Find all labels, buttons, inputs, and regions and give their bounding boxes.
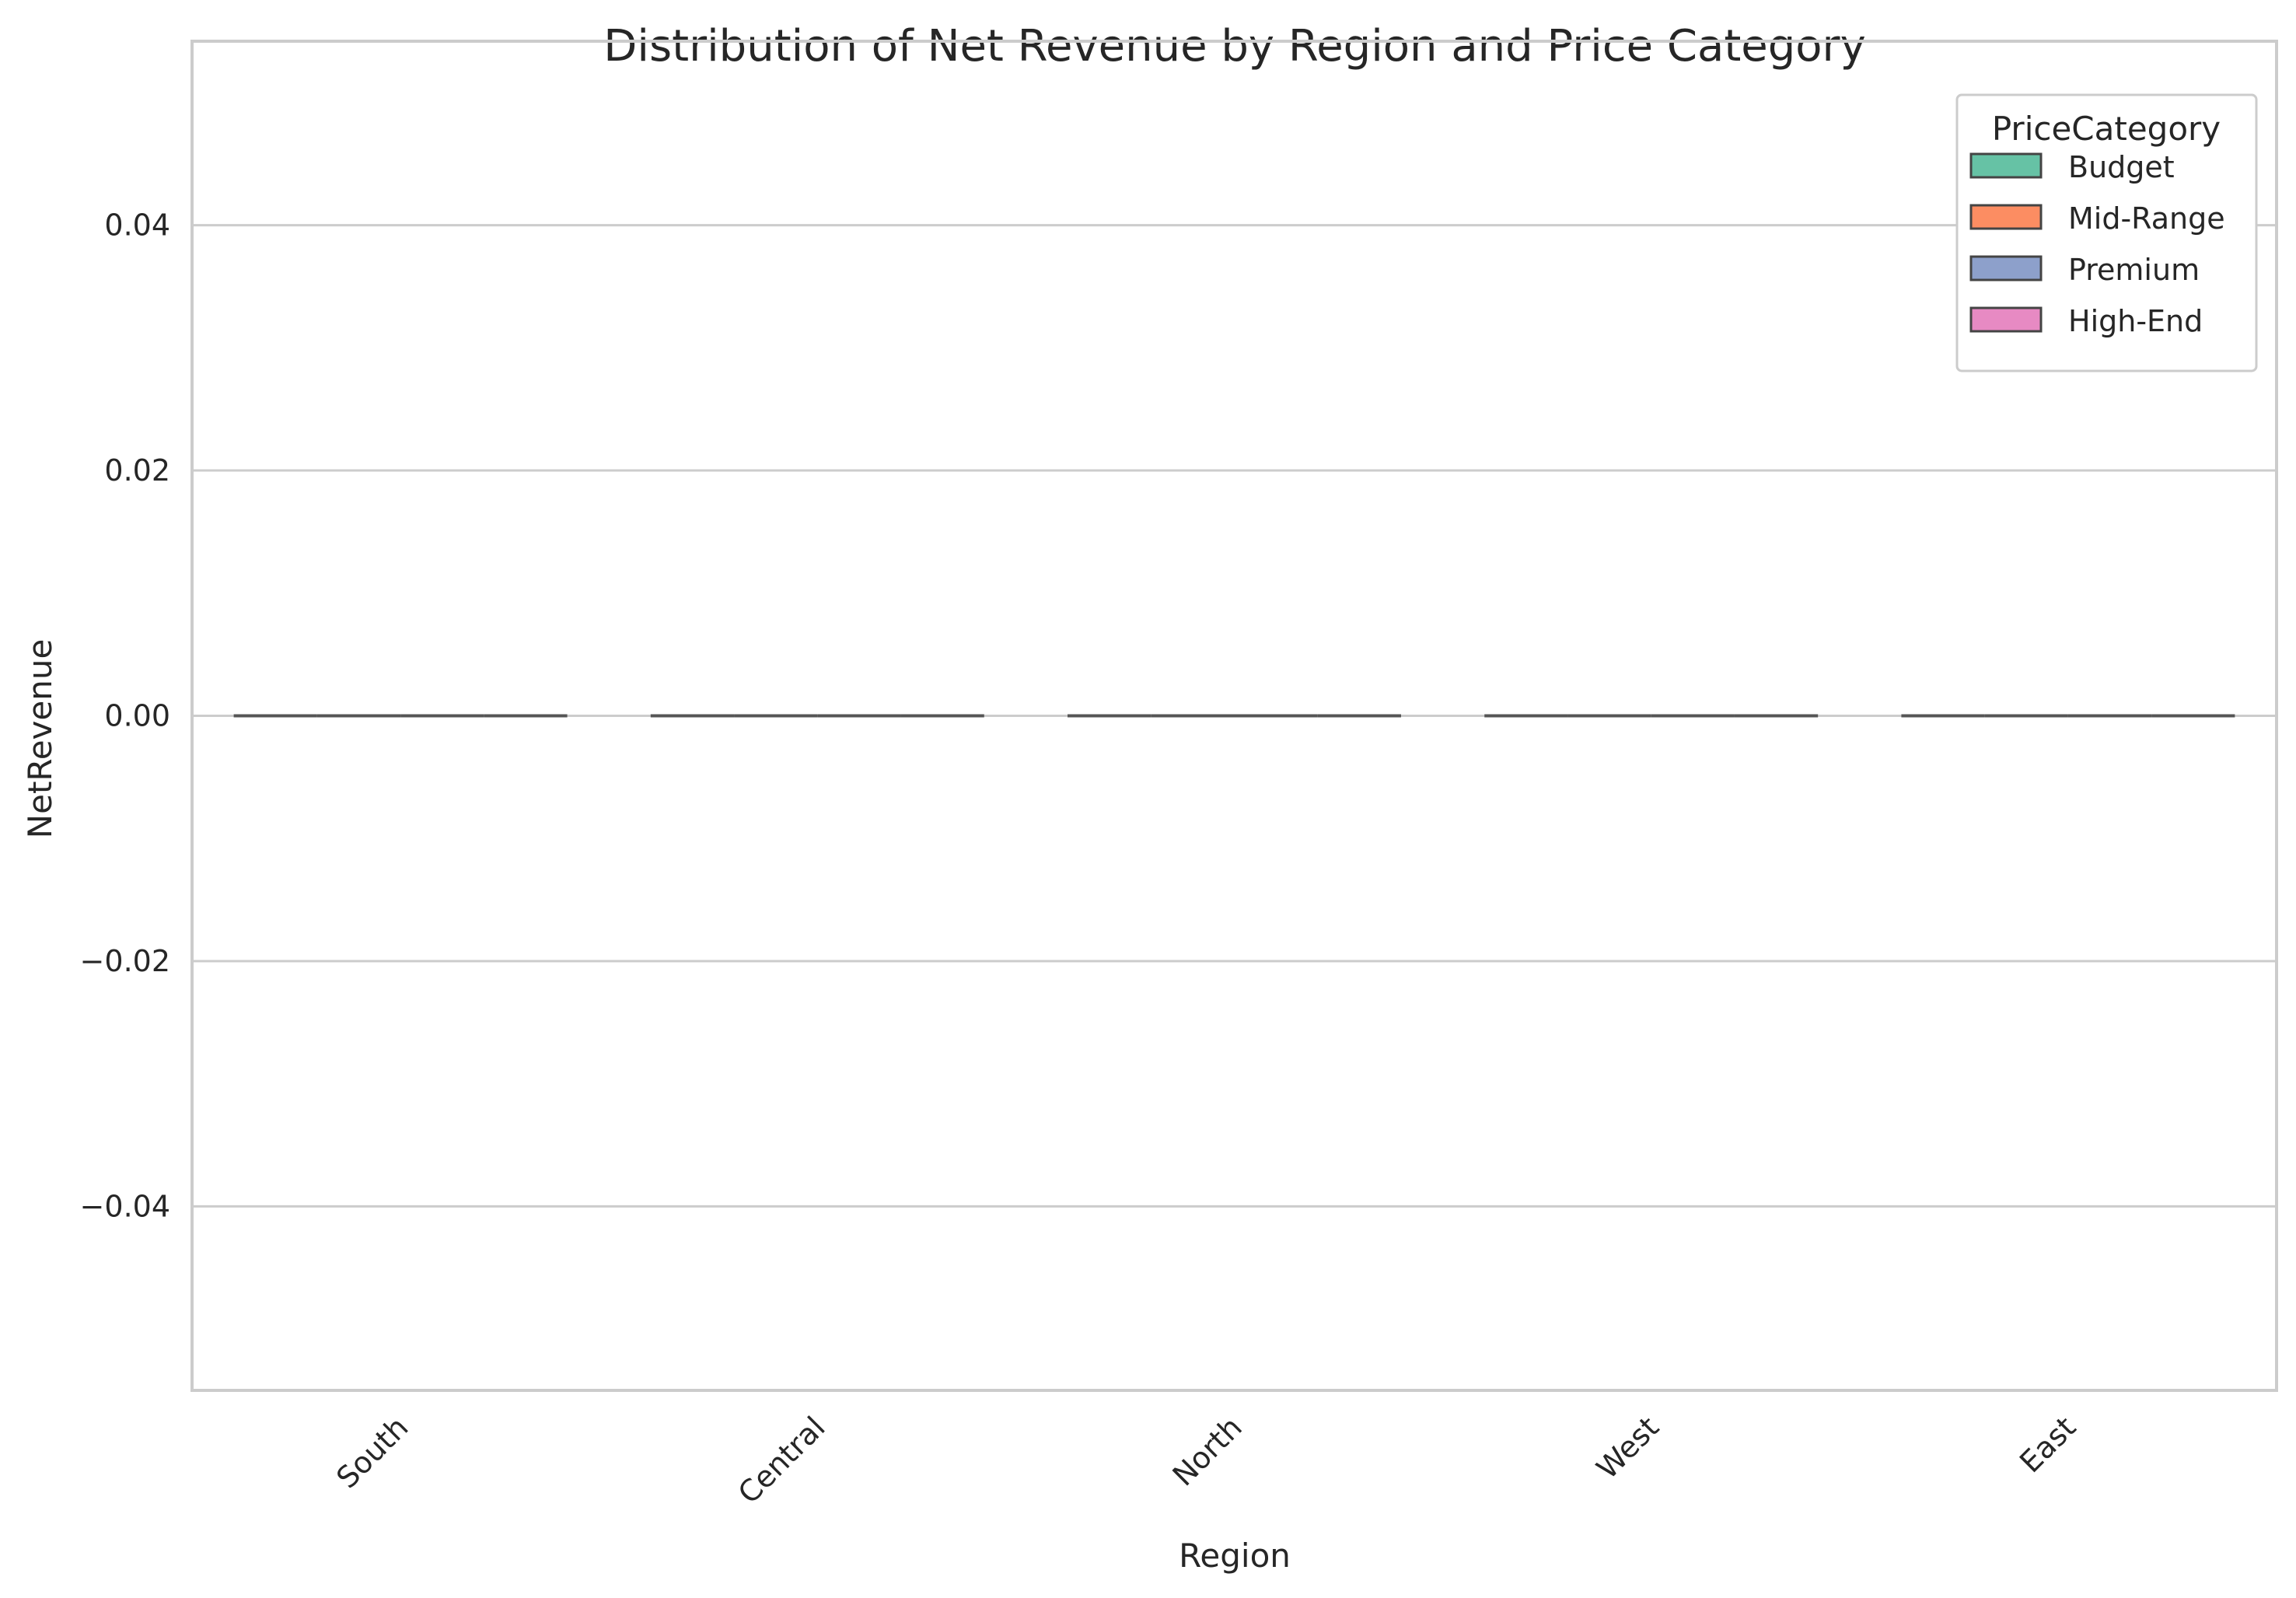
legend-label: Budget (2068, 150, 2175, 184)
legend: PriceCategory Budget Mid-Range Premium High… (1955, 93, 2258, 372)
plot-frame (190, 40, 2278, 1392)
x-tick-label: West (1590, 1410, 1665, 1485)
legend-title: PriceCategory (1992, 110, 2221, 148)
x-tick-label: East (2013, 1410, 2082, 1479)
legend-label: High-End (2068, 304, 2203, 338)
x-tick-label: North (1166, 1410, 1249, 1492)
x-tick-labels: South Central North West East (330, 1410, 2082, 1510)
legend-label: Premium (2068, 253, 2200, 287)
y-tick-label: 0.02 (104, 453, 170, 488)
legend-items: Budget Mid-Range Premium High-End (1969, 150, 2225, 338)
y-tick-labels: 0.04 0.02 0.00 −0.02 −0.04 (80, 208, 170, 1224)
legend-swatch (1969, 152, 2043, 179)
legend-swatch (1969, 306, 2043, 333)
y-tick-label: 0.00 (104, 699, 170, 733)
legend-label: Mid-Range (2068, 201, 2225, 236)
legend-swatch (1969, 204, 2043, 230)
x-axis-label: Region (1179, 1537, 1291, 1575)
y-tick-label: 0.04 (104, 208, 170, 243)
chart-title: Distribution of Net Revenue by Region an… (603, 21, 1865, 72)
legend-swatch (1969, 255, 2043, 281)
y-tick-label: −0.02 (80, 944, 170, 978)
x-tick-label: Central (732, 1410, 832, 1510)
x-tick-label: South (330, 1410, 414, 1495)
y-axis-label: NetRevenue (21, 639, 59, 839)
y-tick-label: −0.04 (80, 1189, 170, 1223)
